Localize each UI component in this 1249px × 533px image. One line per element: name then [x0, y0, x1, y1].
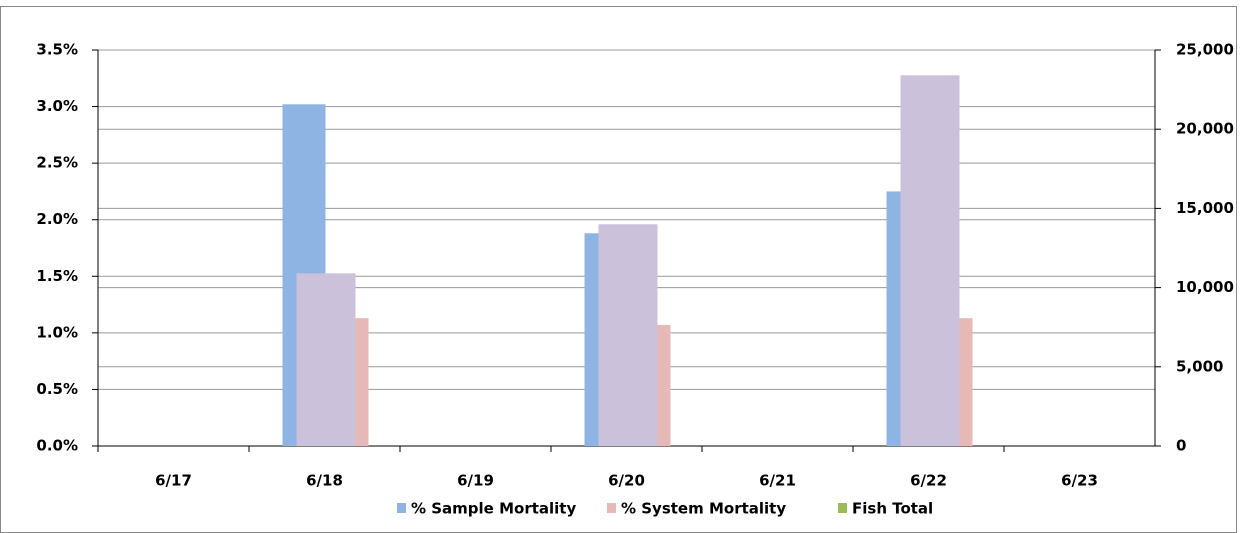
y-tick-label: 2.0%	[36, 210, 78, 228]
y-tick-label: 2.5%	[36, 154, 78, 172]
y-tick-label: 3.5%	[36, 41, 78, 59]
bar	[900, 75, 960, 447]
legend-label: % System Mortality	[621, 500, 786, 518]
legend-swatch	[838, 503, 847, 513]
bar	[296, 273, 356, 446]
y-tick-label: 1.5%	[36, 267, 78, 285]
bar	[354, 318, 369, 446]
legend-swatch	[397, 503, 406, 513]
legend-swatch	[607, 503, 616, 513]
y2-tick-label: 25,000	[1176, 41, 1234, 59]
bar	[958, 318, 973, 446]
y-tick-label: 1.0%	[36, 323, 78, 341]
y-tick-label: 0.5%	[36, 380, 78, 398]
y2-tick-label: 15,000	[1176, 199, 1234, 217]
y2-tick-label: 0	[1176, 437, 1186, 455]
y2-tick-label: 5,000	[1176, 357, 1223, 375]
y-tick-label: 0.0%	[36, 437, 78, 455]
bar	[598, 224, 658, 446]
y2-tick-label: 20,000	[1176, 120, 1234, 138]
bar	[656, 324, 671, 446]
y2-tick-label: 10,000	[1176, 278, 1234, 296]
x-tick-label: 6/20	[608, 472, 645, 490]
x-tick-label: 6/19	[457, 472, 494, 490]
y-tick-label: 3.0%	[36, 97, 78, 115]
x-tick-label: 6/23	[1061, 472, 1098, 490]
x-tick-label: 6/17	[155, 472, 192, 490]
x-tick-label: 6/22	[910, 472, 947, 490]
legend-label: Fish Total	[852, 500, 933, 518]
legend-label: % Sample Mortality	[411, 500, 576, 518]
x-tick-label: 6/21	[759, 472, 796, 490]
x-tick-label: 6/18	[306, 472, 343, 490]
